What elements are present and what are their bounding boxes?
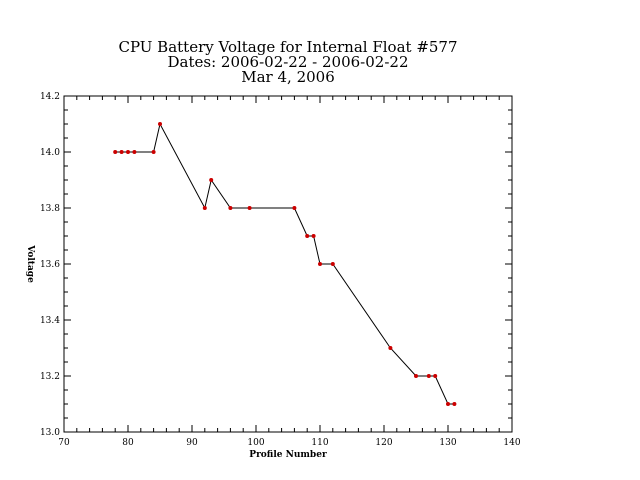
x-tick-label: 80 <box>122 438 134 448</box>
x-tick-label: 120 <box>375 438 392 448</box>
data-point <box>126 150 130 154</box>
x-tick-label: 110 <box>311 438 328 448</box>
data-point <box>330 262 335 266</box>
data-point <box>305 234 310 238</box>
x-tick-label: 70 <box>58 438 70 448</box>
data-point <box>426 374 431 378</box>
data-point <box>388 346 393 350</box>
data-point <box>247 206 252 210</box>
chart-title-line-3: Mar 4, 2006 <box>241 68 335 86</box>
data-point <box>318 262 322 266</box>
y-tick-label: 14.0 <box>40 148 60 158</box>
data-point <box>446 402 450 406</box>
y-tick-label: 13.2 <box>40 372 60 382</box>
x-axis-label: Profile Number <box>249 450 327 460</box>
x-tick-label: 140 <box>503 438 520 448</box>
data-point <box>452 402 457 406</box>
data-point <box>292 206 297 210</box>
voltage-markers <box>113 122 457 406</box>
data-point <box>311 234 316 238</box>
data-point <box>158 122 162 126</box>
data-point <box>202 206 207 210</box>
data-point <box>414 374 418 378</box>
y-tick-label: 13.6 <box>40 260 60 270</box>
data-point <box>433 374 438 378</box>
voltage-series-line <box>115 122 455 405</box>
data-point <box>132 150 137 154</box>
x-tick-label: 90 <box>186 438 198 448</box>
data-point <box>151 150 156 154</box>
y-axis: 13.0 13.2 13.4 13.6 13.8 14.0 14.2 <box>40 92 512 438</box>
y-tick-label: 13.8 <box>40 204 60 214</box>
data-point <box>113 150 118 154</box>
y-tick-label: 14.2 <box>40 92 60 102</box>
y-axis-label: Voltage <box>25 244 35 283</box>
x-axis: 70 80 90 100 110 120 130 140 <box>58 96 521 448</box>
data-point <box>228 206 233 210</box>
y-tick-label: 13.4 <box>40 316 60 326</box>
x-tick-label: 100 <box>247 438 264 448</box>
data-point <box>119 150 124 154</box>
plot-area-frame <box>63 95 513 433</box>
chart-title-line-2: Dates: 2006-02-22 - 2006-02-22 <box>168 53 409 71</box>
chart-title-line-1: CPU Battery Voltage for Internal Float #… <box>118 38 457 56</box>
y-tick-label: 13.0 <box>40 428 60 438</box>
data-point <box>209 178 214 182</box>
x-tick-label: 130 <box>439 438 456 448</box>
